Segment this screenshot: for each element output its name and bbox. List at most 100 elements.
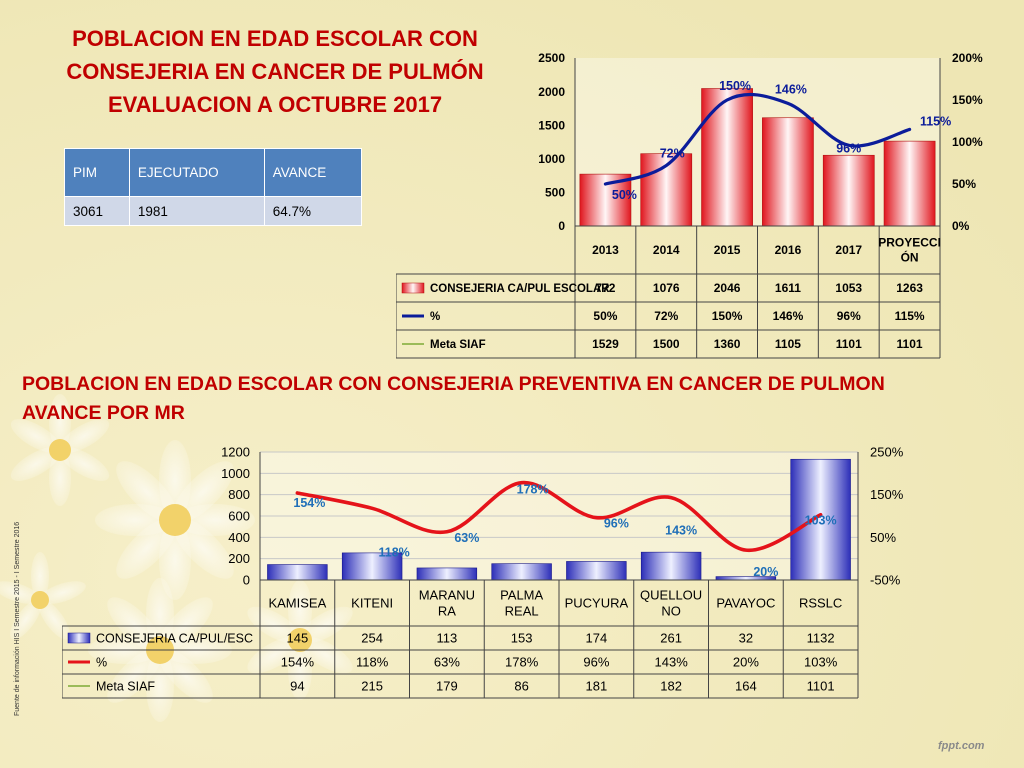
x-category-label: 2016 — [775, 243, 802, 257]
y-left-tick-label: 1200 — [221, 445, 250, 460]
table-value: 63% — [434, 655, 460, 670]
table-value: 1076 — [653, 281, 680, 295]
summary-header-ejecutado: EJECUTADO — [128, 148, 265, 197]
summary-cell-avance: 64.7% — [263, 196, 363, 226]
percent-line — [603, 92, 912, 186]
y-right-tick-label: -50% — [870, 573, 901, 588]
bar — [566, 561, 627, 581]
y-right-tick-label: 150% — [870, 487, 904, 502]
bottom-title-line-1: POBLACION EN EDAD ESCOLAR CON CONSEJERIA… — [22, 373, 885, 395]
y-right-tick-label: 0% — [952, 219, 970, 233]
legend-label: CONSEJERIA CA/PUL ESCOLAR — [430, 283, 610, 295]
table-value: 181 — [586, 679, 608, 694]
percent-data-label: 103% — [805, 514, 837, 528]
top-title: POBLACION EN EDAD ESCOLAR CON CONSEJERIA… — [40, 22, 510, 121]
percent-data-label: 96% — [836, 141, 861, 155]
table-value: 1101 — [807, 679, 835, 694]
table-value: 254 — [361, 631, 383, 646]
x-category-label: KITENI — [351, 596, 393, 611]
percent-data-label: 50% — [612, 188, 637, 202]
x-category-label: REAL — [505, 604, 539, 619]
table-value: 164 — [735, 679, 757, 694]
site-logo: fppt.com — [938, 740, 985, 752]
table-value: 772 — [595, 281, 615, 295]
table-value: 1053 — [835, 281, 862, 295]
table-value: 174 — [586, 631, 608, 646]
x-category-label: 2013 — [592, 243, 619, 257]
percent-data-label: 72% — [660, 147, 685, 161]
x-category-label: QUELLOU — [640, 587, 702, 602]
y-right-tick-label: 50% — [952, 177, 976, 191]
y-left-tick-label: 0 — [243, 573, 250, 588]
percent-data-label: 178% — [517, 483, 549, 497]
table-value: 86 — [514, 679, 528, 694]
x-category-label: RA — [438, 604, 456, 619]
x-category-label: PROYECCI — [878, 236, 941, 250]
y-right-tick-label: 100% — [952, 135, 983, 149]
table-value: 1263 — [896, 281, 923, 295]
bar — [491, 563, 552, 581]
table-value: 115% — [895, 309, 925, 323]
percent-data-label: 150% — [719, 79, 751, 93]
table-value: 103% — [804, 655, 838, 670]
y-left-tick-label: 2000 — [538, 85, 565, 99]
table-value: 1105 — [775, 337, 801, 351]
y-right-tick-label: 200% — [952, 51, 983, 65]
y-left-tick-label: 200 — [228, 551, 250, 566]
table-value: 145 — [287, 631, 309, 646]
x-category-label: 2017 — [835, 243, 862, 257]
y-right-tick-label: 150% — [952, 93, 983, 107]
legend-label: Meta SIAF — [96, 680, 155, 694]
summary-header-pim: PIM — [64, 148, 130, 197]
summary-header-row: PIM EJECUTADO AVANCE — [64, 148, 363, 197]
legend-label: CONSEJERIA CA/PUL/ESC — [96, 632, 253, 646]
table-value: 1611 — [775, 281, 801, 295]
table-value: 1101 — [836, 337, 862, 351]
percent-data-label: 146% — [775, 82, 807, 96]
table-value: 96% — [837, 309, 861, 323]
y-left-tick-label: 1500 — [538, 118, 565, 132]
x-category-label: 2015 — [714, 243, 741, 257]
table-value: 118% — [356, 655, 389, 670]
x-category-label: PALMA — [500, 587, 543, 602]
bar — [341, 552, 403, 581]
table-value: 182 — [660, 679, 682, 694]
x-category-label: PAVAYOC — [716, 596, 775, 611]
summary-cell-ejecutado: 1981 — [128, 196, 265, 226]
y-left-tick-label: 600 — [228, 509, 250, 524]
x-category-label: KAMISEA — [268, 596, 326, 611]
bar — [640, 551, 702, 581]
table-value: 1529 — [592, 337, 619, 351]
summary-table: PIM EJECUTADO AVANCE 3061 1981 64.7% — [64, 148, 363, 226]
table-value: 261 — [660, 631, 682, 646]
bar — [267, 564, 328, 581]
table-value: 154% — [281, 655, 315, 670]
table-value: 153 — [511, 631, 533, 646]
x-category-label: NO — [661, 604, 681, 619]
y-left-tick-label: 2500 — [538, 51, 565, 65]
y-left-tick-label: 1000 — [221, 466, 250, 481]
table-value: 1500 — [653, 337, 680, 351]
table-value: 20% — [733, 655, 759, 670]
yearly-chart: 0 500 1000 1500 2000 2500 0% 50% 100% 150% 200% 50%… — [396, 51, 983, 359]
y-left-tick-label: 0 — [558, 219, 565, 233]
y-left-tick-label: 500 — [545, 186, 565, 200]
table-value: 1360 — [714, 337, 741, 351]
table-value: 143% — [655, 655, 689, 670]
x-category-label: MARANU — [419, 587, 475, 602]
percent-data-label: 118% — [378, 545, 409, 559]
bottom-title-line-2: AVANCE POR MR — [22, 402, 185, 424]
percent-data-label: 96% — [604, 517, 629, 531]
source-note: Fuente de información HIS I Semestre 201… — [14, 521, 21, 716]
table-value: 2046 — [714, 281, 741, 295]
table-value: 96% — [583, 655, 609, 670]
y-left-tick-label: 800 — [228, 487, 250, 502]
summary-header-avance: AVANCE — [263, 148, 363, 197]
bar — [762, 117, 814, 227]
table-value: 113 — [437, 631, 458, 646]
legend-key-bars — [401, 282, 425, 294]
y-left-tick-label: 1000 — [538, 152, 565, 166]
bar — [883, 140, 936, 227]
bar — [790, 458, 851, 581]
x-category-label: PUCYURA — [565, 596, 629, 611]
